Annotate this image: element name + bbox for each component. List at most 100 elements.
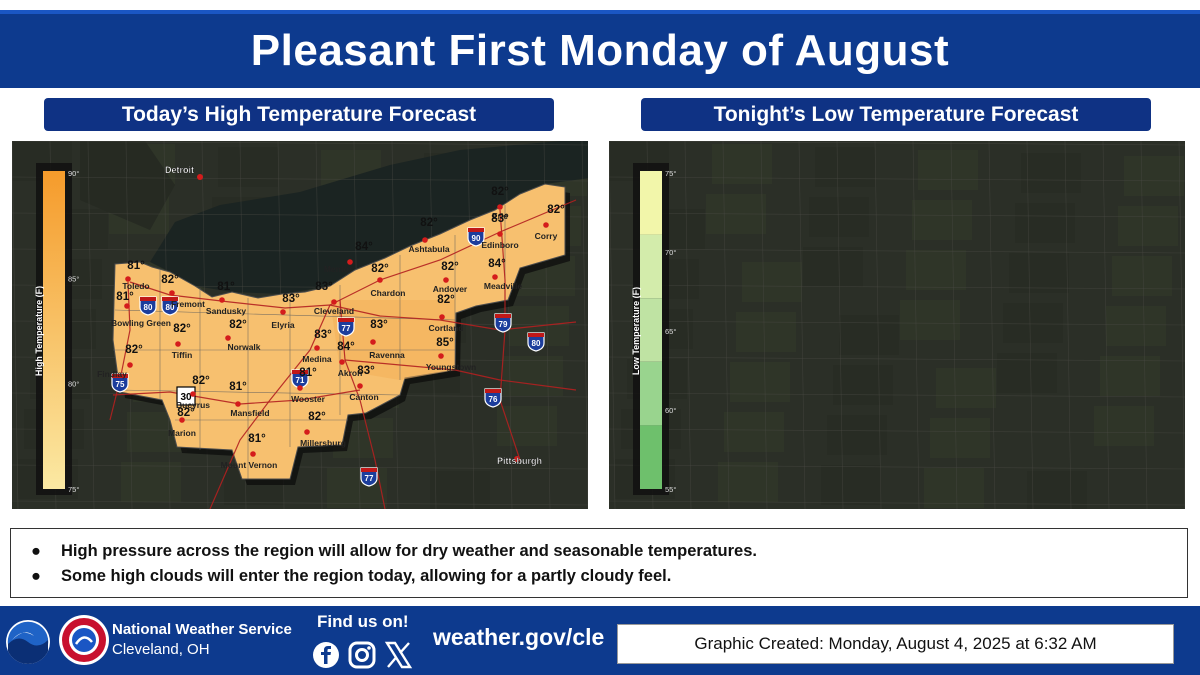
city-canton: Canton 83° [349, 365, 378, 402]
city-andover: Andover 82° [433, 261, 468, 294]
low-temperature-map: 8090797771757680778030DetroitPittsburghT… [609, 141, 1185, 509]
interstate-80-shield-icon: 80 [139, 296, 157, 316]
high-temp-legend: 90° 85° 80° 75° High Temperature (F) [34, 163, 79, 495]
high-temp-value: 81° [248, 433, 266, 445]
city-cortland: Cortland 82° [429, 294, 464, 333]
city-label: Toledo [122, 281, 149, 291]
svg-text:77: 77 [342, 324, 351, 333]
city-erie: Erie 82° [491, 186, 509, 221]
high-forecast-title: Today’s High Temperature Forecast [44, 98, 554, 131]
high-temp-value: 82° [420, 217, 438, 229]
high-temp-value: 82° [125, 344, 143, 356]
interstate-80-shield-icon: 80 [527, 332, 545, 352]
high-temp-value: 84° [337, 341, 355, 353]
city-label: Fremont [171, 299, 205, 309]
city-label: Norwalk [227, 342, 260, 352]
high-temp-value: 83° [315, 281, 333, 293]
svg-text:75: 75 [116, 380, 125, 389]
svg-text:30: 30 [180, 392, 192, 403]
city-mentor: Mentor 84° [324, 241, 373, 274]
city-label: Edinboro [481, 240, 518, 250]
website-link[interactable]: weather.gov/cle [433, 624, 605, 650]
city-label: Erie [492, 211, 508, 221]
bullet-item: ● Some high clouds will enter the region … [31, 567, 672, 585]
city-label: Mansfield [230, 408, 269, 418]
high-temp-value: 81° [229, 381, 247, 393]
svg-text:Detroit: Detroit [165, 165, 194, 175]
x-icon[interactable] [383, 640, 413, 670]
city-label: Marion [168, 428, 196, 438]
bullet-item: ● High pressure across the region will al… [31, 542, 757, 560]
city-cleveland: Cleveland 83° [314, 281, 354, 316]
city-pittsburgh: Pittsburgh [497, 456, 542, 466]
svg-text:55°: 55° [665, 485, 676, 494]
us-30-shield-icon: 30 [176, 386, 196, 406]
city-label: Mentor [324, 264, 353, 274]
nws-office: Cleveland, OH [112, 641, 210, 658]
high-temp-value: 83° [370, 319, 388, 331]
city-label: Youngstown [426, 362, 476, 372]
svg-text:80: 80 [166, 303, 175, 312]
city-label: Ashtabula [408, 244, 449, 254]
high-temp-value: 82° [173, 323, 191, 335]
footer-bar: National Weather Service Cleveland, OH F… [0, 606, 1200, 675]
discussion-bullets: ● High pressure across the region will al… [10, 528, 1188, 598]
city-meadville: Meadville 84° [484, 258, 523, 291]
city-chardon: Chardon 82° [371, 263, 406, 298]
city-label: Bowling Green [111, 318, 171, 328]
city-label: Andover [433, 284, 468, 294]
city-label: Cortland [429, 323, 464, 333]
city-label: Elyria [271, 320, 294, 330]
noaa-logo-icon [6, 620, 50, 664]
high-temp-value: 81° [127, 260, 145, 272]
city-label: Tiffin [172, 350, 193, 360]
city-detroit: Detroit [165, 165, 203, 180]
high-temp-value: 83° [357, 365, 375, 377]
high-temp-value: 82° [192, 375, 210, 387]
svg-text:77: 77 [365, 474, 374, 483]
city-findlay: Findlay 82° [97, 344, 143, 379]
svg-text:70°: 70° [665, 248, 676, 257]
city-label: Mount Vernon [221, 460, 278, 470]
high-temp-value: 82° [547, 204, 565, 216]
city-marion: Marion 82° [168, 407, 196, 438]
header-banner: Pleasant First Monday of August [0, 10, 1200, 88]
interstate-90-shield-icon: 90 [467, 227, 485, 247]
low-forecast-title: Tonight’s Low Temperature Forecast [641, 98, 1151, 131]
city-edinboro: Edinboro 83° [481, 213, 518, 250]
city-akron: Akron 84° [337, 341, 362, 378]
high-temp-value: 82° [308, 411, 326, 423]
city-toledo: Toledo 81° [122, 260, 149, 291]
interstate-77-shield-icon: 77 [337, 317, 355, 337]
svg-text:85°: 85° [68, 274, 79, 283]
instagram-icon[interactable] [347, 640, 377, 670]
city-label: Bucyrus [176, 400, 210, 410]
page-title: Pleasant First Monday of August [250, 26, 950, 75]
interstate-77-shield-icon: 77 [360, 467, 378, 487]
high-temp-value: 82° [441, 261, 459, 273]
low-temp-legend: 75° 70° 65° 60° 55° Low Temperature (F) [631, 163, 676, 495]
svg-text:75°: 75° [68, 485, 79, 494]
city-corry: Corry 82° [535, 204, 565, 241]
city-label: Ravenna [369, 350, 405, 360]
svg-text:High Temperature (F): High Temperature (F) [34, 286, 44, 376]
city-norwalk: Norwalk 82° [225, 319, 261, 352]
city-label: Cleveland [314, 306, 354, 316]
facebook-icon[interactable] [311, 640, 341, 670]
city-mount-vernon: Mount Vernon 81° [221, 433, 278, 470]
city-label: Chardon [371, 288, 406, 298]
graphic-created-box: Graphic Created: Monday, August 4, 2025 … [617, 624, 1174, 664]
interstate-71-shield-icon: 71 [291, 369, 309, 389]
svg-text:80°: 80° [68, 380, 79, 389]
city-ravenna: Ravenna 83° [369, 319, 405, 360]
city-tiffin: Tiffin 82° [172, 323, 193, 360]
city-label: Medina [302, 354, 332, 364]
interstate-76-shield-icon: 76 [484, 388, 502, 408]
city-bucyrus: Bucyrus 82° [176, 375, 210, 410]
city-label: Meadville [484, 281, 523, 291]
high-temp-value: 84° [355, 241, 373, 253]
city-youngstown: Youngstown 85° [426, 337, 476, 372]
high-temp-value: 82° [371, 263, 389, 275]
city-fremont: Fremont 82° [161, 274, 205, 309]
high-temperature-map: 80 90 79 77 71 75 76 80 77 80 30 Detroit Pittsburgh T… [12, 141, 588, 509]
